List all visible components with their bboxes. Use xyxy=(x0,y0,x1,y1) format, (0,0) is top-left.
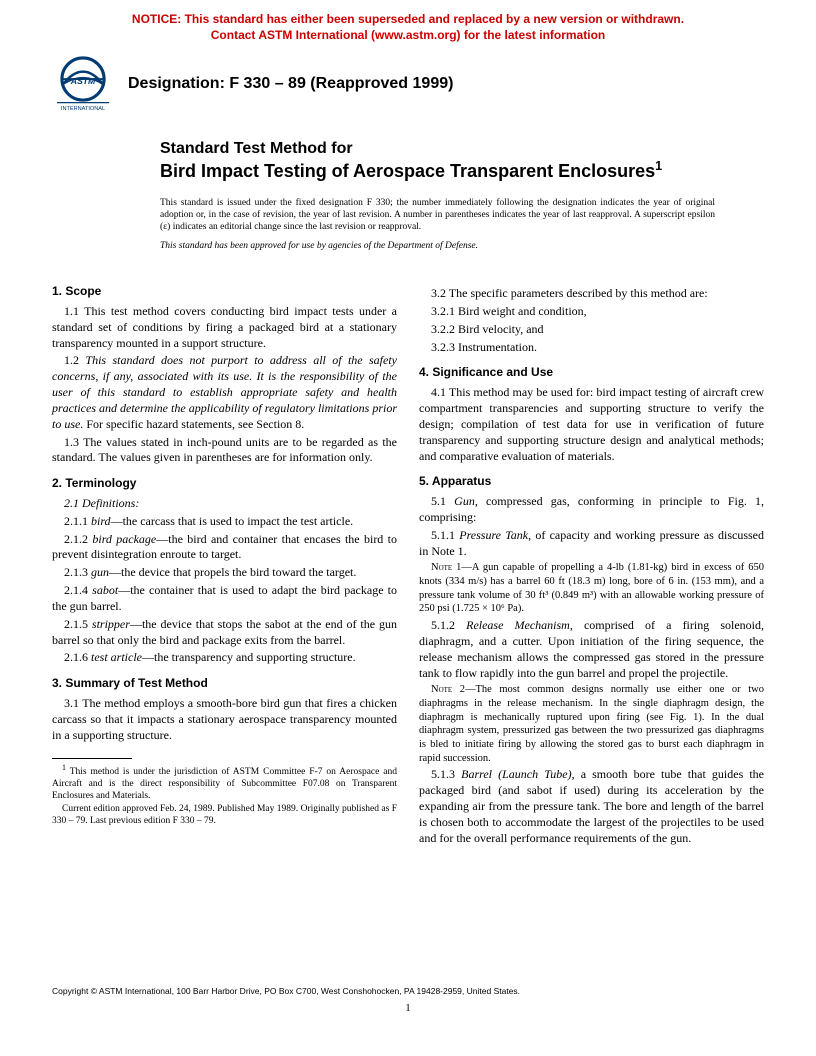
header-row: ASTM INTERNATIONAL Designation: F 330 – … xyxy=(52,53,816,115)
p-5-1-2: 5.1.2 Release Mechanism, comprised of a … xyxy=(419,618,764,681)
svg-text:ASTM: ASTM xyxy=(70,76,96,86)
issuance-p1: This standard is issued under the fixed … xyxy=(160,197,715,234)
right-column: 3.2 The specific parameters described by… xyxy=(419,274,764,848)
issuance-p2: This standard has been approved for use … xyxy=(160,240,715,252)
p-4-1: 4.1 This method may be used for: bird im… xyxy=(419,385,764,464)
p-3-2: 3.2 The specific parameters described by… xyxy=(419,286,764,302)
p-2-1-6: 2.1.6 test article—the transparency and … xyxy=(52,650,397,666)
note-1: Note 1—A gun capable of propelling a 4-l… xyxy=(419,561,764,616)
svg-text:INTERNATIONAL: INTERNATIONAL xyxy=(61,106,105,112)
p-1-1: 1.1 This test method covers conducting b… xyxy=(52,304,397,351)
note-2: Note 2—The most common designs normally … xyxy=(419,683,764,765)
p-2-1-1: 2.1.1 bird—the carcass that is used to i… xyxy=(52,514,397,530)
issuance-block: This standard is issued under the fixed … xyxy=(160,197,715,252)
p-2-1: 2.1 Definitions: xyxy=(52,496,397,512)
p-2-1-3: 2.1.3 gun—the device that propels the bi… xyxy=(52,565,397,581)
copyright-line: Copyright © ASTM International, 100 Barr… xyxy=(52,986,520,996)
p-3-2-3: 3.2.3 Instrumentation. xyxy=(419,340,764,356)
p-1-2: 1.2 This standard does not purport to ad… xyxy=(52,353,397,432)
significance-heading: 4. Significance and Use xyxy=(419,365,764,381)
p-5-1: 5.1 Gun, compressed gas, conforming in p… xyxy=(419,494,764,526)
p-5-1-3: 5.1.3 Barrel (Launch Tube), a smooth bor… xyxy=(419,767,764,846)
astm-logo-icon: ASTM INTERNATIONAL xyxy=(52,53,114,115)
p-3-2-2: 3.2.2 Bird velocity, and xyxy=(419,322,764,338)
left-column: 1. Scope 1.1 This test method covers con… xyxy=(52,274,397,848)
body-columns: 1. Scope 1.1 This test method covers con… xyxy=(52,274,764,848)
p-1-3: 1.3 The values stated in inch-pound unit… xyxy=(52,435,397,467)
title-block: Standard Test Method for Bird Impact Tes… xyxy=(160,139,720,183)
notice-line2: Contact ASTM International (www.astm.org… xyxy=(211,28,605,42)
notice-banner: NOTICE: This standard has either been su… xyxy=(0,0,816,43)
p-5-1-1: 5.1.1 Pressure Tank, of capacity and wor… xyxy=(419,528,764,560)
page-number: 1 xyxy=(0,1002,816,1014)
footnote-rule xyxy=(52,758,132,759)
p-2-1-5: 2.1.5 stripper—the device that stops the… xyxy=(52,617,397,649)
apparatus-heading: 5. Apparatus xyxy=(419,474,764,490)
summary-heading: 3. Summary of Test Method xyxy=(52,676,397,692)
scope-heading: 1. Scope xyxy=(52,284,397,300)
notice-line1: NOTICE: This standard has either been su… xyxy=(132,12,684,26)
terminology-heading: 2. Terminology xyxy=(52,476,397,492)
designation: Designation: F 330 – 89 (Reapproved 1999… xyxy=(128,75,453,93)
footnote-2: Current edition approved Feb. 24, 1989. … xyxy=(52,803,397,828)
p-3-2-1: 3.2.1 Bird weight and condition, xyxy=(419,304,764,320)
p-2-1-2: 2.1.2 bird package—the bird and containe… xyxy=(52,532,397,564)
p-3-1: 3.1 The method employs a smooth-bore bir… xyxy=(52,696,397,743)
title-pre: Standard Test Method for xyxy=(160,139,720,159)
p-2-1-4: 2.1.4 sabot—the container that is used t… xyxy=(52,583,397,615)
title-main: Bird Impact Testing of Aerospace Transpa… xyxy=(160,159,720,183)
footnote-1: 1 This method is under the jurisdiction … xyxy=(52,763,397,803)
